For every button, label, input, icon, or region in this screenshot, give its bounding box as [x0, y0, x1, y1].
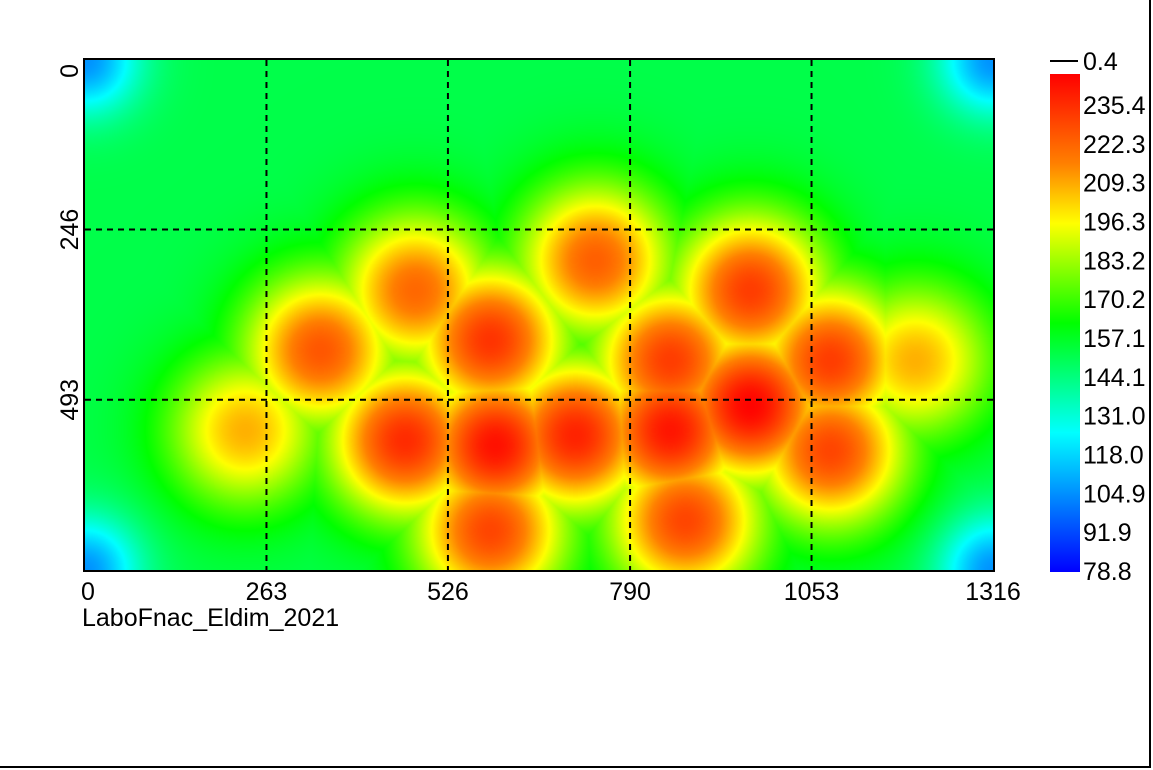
x-tick-label: 0	[81, 578, 95, 606]
x-tick-label: 526	[427, 578, 469, 606]
colorbar-label: 170.2	[1083, 286, 1146, 314]
y-axis-ticks: 0 246 493	[56, 64, 84, 421]
colorbar-label: 104.9	[1083, 480, 1146, 508]
y-tick-label: 246	[56, 209, 84, 251]
colorbar-label: 157.1	[1083, 325, 1146, 353]
heatmap-surface	[85, 60, 993, 570]
y-tick-label: 0	[56, 64, 84, 78]
chart-caption: LaboFnac_Eldim_2021	[82, 604, 340, 632]
colorbar	[1050, 74, 1080, 572]
colorbar-label: 144.1	[1083, 364, 1146, 392]
colorbar-label: 131.0	[1083, 403, 1146, 431]
x-tick-label: 263	[246, 578, 288, 606]
colorbar-label: 209.3	[1083, 170, 1146, 198]
colorbar-label: 78.8	[1083, 558, 1132, 586]
x-tick-label: 790	[609, 578, 651, 606]
colorbar-label: 183.2	[1083, 247, 1146, 275]
grid-lines	[85, 60, 993, 570]
colorbar-label: 222.3	[1083, 131, 1146, 159]
colorbar-labels: 235.4 222.3 209.3 196.3 183.2 170.2 157.1 144.1…	[1083, 92, 1146, 586]
x-tick-label: 1053	[784, 578, 840, 606]
colorbar-step-label: 0.4	[1083, 48, 1118, 76]
plot-border	[83, 58, 995, 572]
colorbar-label: 196.3	[1083, 209, 1146, 237]
colorbar-label: 118.0	[1083, 442, 1144, 470]
colorbar-label: 91.9	[1083, 519, 1132, 547]
colorbar-label: 235.4	[1083, 92, 1146, 120]
y-tick-label: 493	[56, 379, 84, 421]
x-axis-ticks: 0 263 526 790 1053 1316	[81, 578, 1021, 606]
x-tick-label: 1316	[965, 578, 1021, 606]
